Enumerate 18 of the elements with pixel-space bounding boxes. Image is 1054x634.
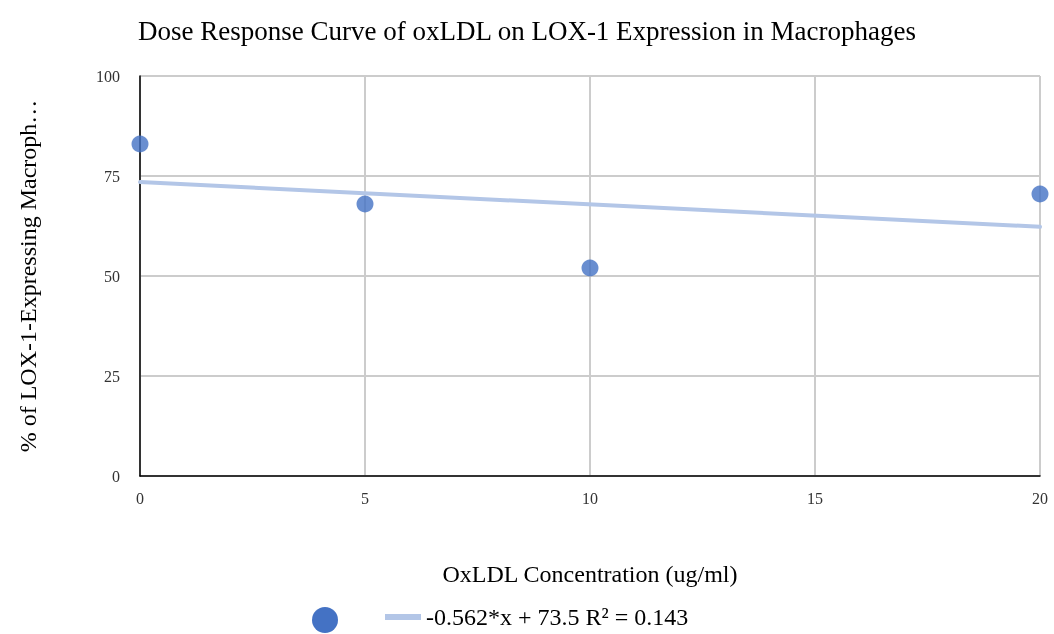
x-tick-label: 0 [136, 489, 144, 507]
x-tick-label: 10 [582, 489, 598, 507]
x-tick-label: 15 [807, 489, 823, 507]
y-tick-label: 75 [104, 167, 120, 185]
x-tick-label: 20 [1032, 489, 1048, 507]
x-tick-label: 5 [361, 489, 369, 507]
x-axis-title: OxLDL Concentration (ug/ml) [442, 561, 738, 587]
y-tick-label: 0 [112, 467, 120, 485]
chart-title: Dose Response Curve of oxLDL on LOX-1 Expression in Macrophages [137, 15, 917, 46]
y-tick-label: 100 [96, 67, 120, 85]
y-axis-title: % of LOX-1-Expressing Macroph… [15, 99, 41, 453]
legend-label: -0.562*x + 73.5 R² = 0.143 [426, 604, 689, 630]
y-tick-label: 25 [104, 367, 120, 385]
point [581, 259, 599, 277]
point [1031, 185, 1049, 203]
point [131, 135, 149, 153]
y-tick-label: 50 [104, 267, 120, 285]
point [356, 195, 374, 213]
